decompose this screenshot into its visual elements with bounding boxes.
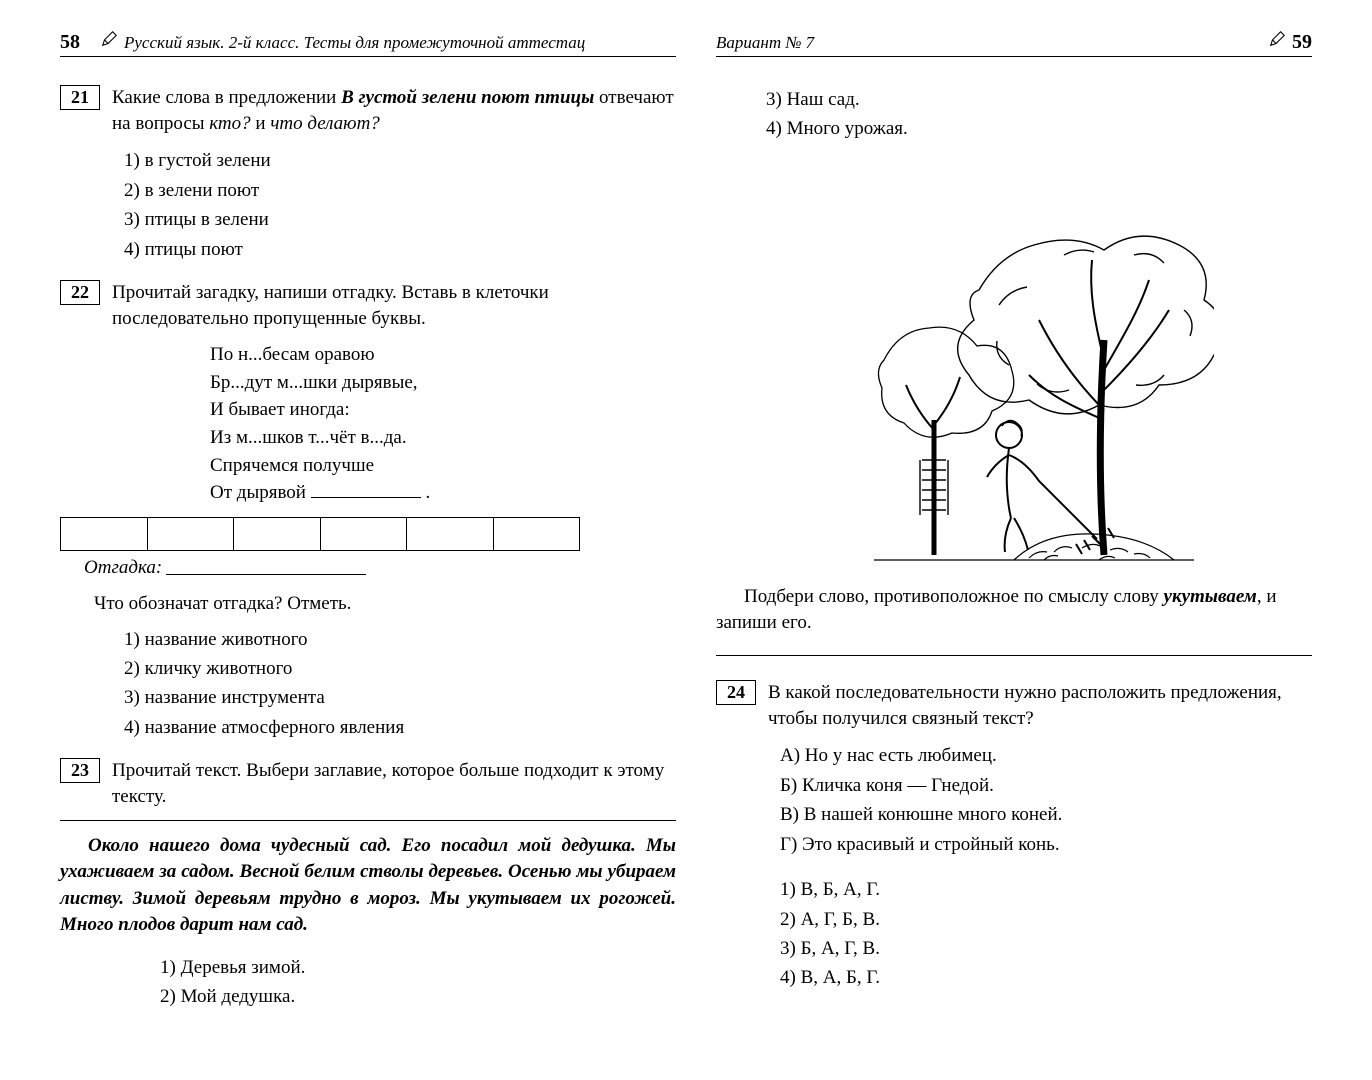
option[interactable]: 2) Мой дедушка. xyxy=(160,982,676,1011)
option[interactable]: 1) В, Б, А, Г. xyxy=(780,875,1312,904)
header-right: Вариант № 7 59 xyxy=(716,30,1312,57)
question-number: 23 xyxy=(60,758,100,783)
sentence: В) В нашей конюшне много коней. xyxy=(780,800,1312,829)
page-right: Вариант № 7 59 3) Наш сад. 4) Много урож… xyxy=(686,30,1352,1060)
option[interactable]: 1) в густой зелени xyxy=(124,146,676,175)
sub-question: Что обозначат отгадка? Отметь. xyxy=(94,593,676,615)
sentence: Б) Кличка коня — Гнедой. xyxy=(780,771,1312,800)
poem-line: Спрячемся получше xyxy=(210,452,676,480)
option[interactable]: 2) А, Г, Б, В. xyxy=(780,905,1312,934)
question-21: 21 Какие слова в предложении В густой зе… xyxy=(60,85,676,136)
cell[interactable] xyxy=(233,517,321,551)
question-number: 21 xyxy=(60,85,100,110)
page-number-right: 59 xyxy=(1292,31,1312,54)
question-23: 23 Прочитай текст. Выбери заглавие, кото… xyxy=(60,758,676,809)
pencil-icon xyxy=(100,30,118,48)
header-title-left: Русский язык. 2-й класс. Тесты для проме… xyxy=(124,33,585,53)
option[interactable]: 4) название атмосферного явления xyxy=(124,713,676,742)
option[interactable]: 4) птицы поют xyxy=(124,235,676,264)
q22-options: 1) название животного 2) кличку животног… xyxy=(124,625,676,743)
header-left: 58 Русский язык. 2-й класс. Тесты для пр… xyxy=(60,30,676,57)
cell[interactable] xyxy=(320,517,408,551)
question-number: 24 xyxy=(716,680,756,705)
q21-options: 1) в густой зелени 2) в зелени поют 3) п… xyxy=(124,146,676,264)
cell[interactable] xyxy=(147,517,235,551)
question-24: 24 В какой последовательности нужно расп… xyxy=(716,680,1312,731)
page-number-left: 58 xyxy=(60,31,80,54)
poem-line: По н...бесам оравою xyxy=(210,341,676,369)
question-prompt: Какие слова в предложении В густой зелен… xyxy=(112,85,676,136)
option[interactable]: 4) В, А, Б, Г. xyxy=(780,963,1312,992)
riddle-poem: По н...бесам оравою Бр...дут м...шки дыр… xyxy=(210,341,676,506)
letter-cells[interactable] xyxy=(60,517,580,551)
option[interactable]: 1) Деревья зимой. xyxy=(160,953,676,982)
question-prompt: Прочитай текст. Выбери заглавие, которое… xyxy=(112,758,676,809)
question-prompt: Прочитай загадку, напиши отгадку. Вставь… xyxy=(112,280,676,331)
q23-options-right: 3) Наш сад. 4) Много урожая. xyxy=(766,85,1312,144)
cell[interactable] xyxy=(493,517,581,551)
fill-blank[interactable] xyxy=(311,497,421,498)
q24-options: 1) В, Б, А, Г. 2) А, Г, Б, В. 3) Б, А, Г… xyxy=(780,875,1312,993)
poem-line: От дырявой . xyxy=(210,479,676,507)
option[interactable]: 2) в зелени поют xyxy=(124,176,676,205)
q24-sentences: А) Но у нас есть любимец. Б) Кличка коня… xyxy=(780,741,1312,859)
sentence: Г) Это красивый и стройный конь. xyxy=(780,830,1312,859)
story-text: Около нашего дома чудесный сад. Его поса… xyxy=(60,833,676,939)
option[interactable]: 3) Б, А, Г, В. xyxy=(780,934,1312,963)
poem-line: Бр...дут м...шки дырявые, xyxy=(210,369,676,397)
q23-options-left: 1) Деревья зимой. 2) Мой дедушка. xyxy=(160,953,676,1012)
option[interactable]: 3) название инструмента xyxy=(124,683,676,712)
pencil-icon xyxy=(1268,30,1286,48)
cell[interactable] xyxy=(406,517,494,551)
page-left: 58 Русский язык. 2-й класс. Тесты для пр… xyxy=(20,30,686,1060)
poem-line: И бывает иногда: xyxy=(210,396,676,424)
header-title-right: Вариант № 7 xyxy=(716,33,814,53)
divider xyxy=(60,820,676,821)
poem-line: Из м...шков т...чёт в...да. xyxy=(210,424,676,452)
question-number: 22 xyxy=(60,280,100,305)
antonym-task: Подбери слово, противоположное по смыслу… xyxy=(716,584,1312,637)
answer-blank[interactable] xyxy=(166,574,366,575)
option[interactable]: 3) Наш сад. xyxy=(766,85,1312,114)
question-22: 22 Прочитай загадку, напиши отгадку. Вст… xyxy=(60,280,676,331)
cell[interactable] xyxy=(60,517,148,551)
sentence: А) Но у нас есть любимец. xyxy=(780,741,1312,770)
answer-row: Отгадка: xyxy=(84,557,676,579)
option[interactable]: 2) кличку животного xyxy=(124,654,676,683)
question-prompt: В какой последовательности нужно располо… xyxy=(768,680,1312,731)
write-line[interactable] xyxy=(716,655,1312,656)
option[interactable]: 3) птицы в зелени xyxy=(124,205,676,234)
option[interactable]: 1) название животного xyxy=(124,625,676,654)
garden-illustration xyxy=(814,160,1214,570)
option[interactable]: 4) Много урожая. xyxy=(766,114,1312,143)
